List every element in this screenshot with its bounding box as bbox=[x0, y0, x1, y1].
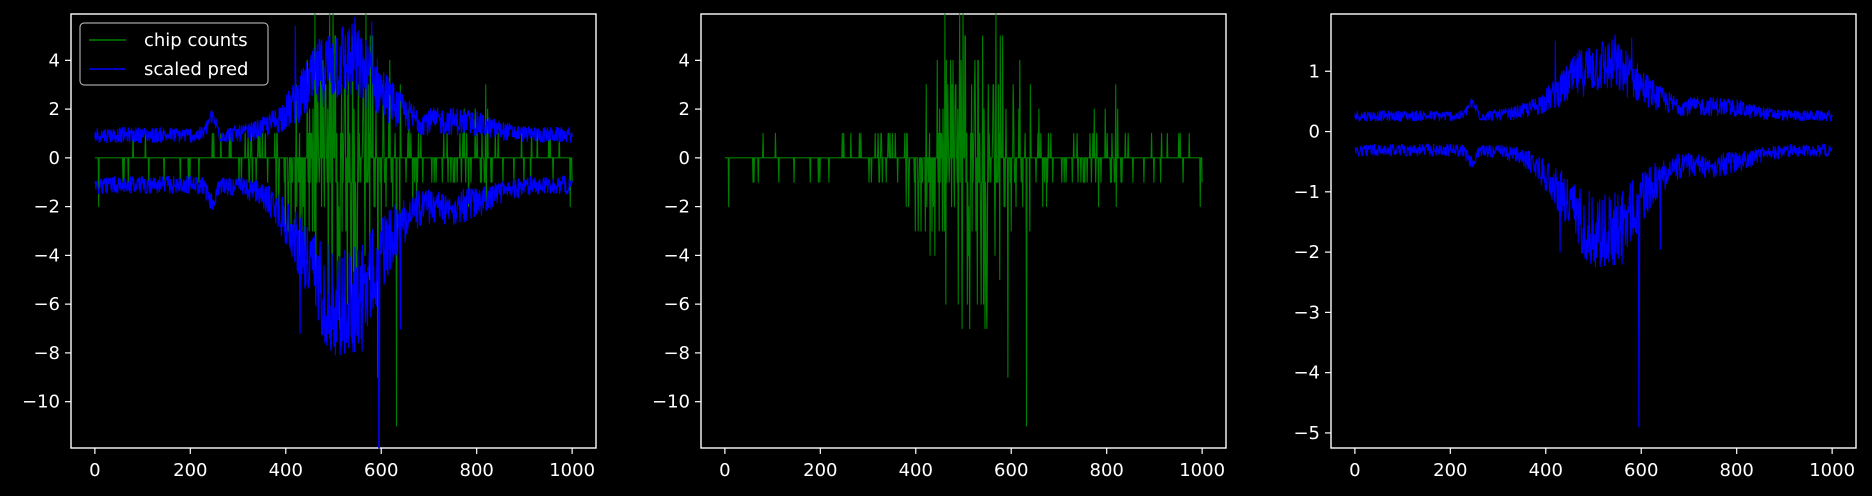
subplot-1: 0 200 400 600 800 1000 −10 −8 −6 −4 −2 0 2 4 chip cou… bbox=[22, 13, 597, 481]
y-tick-label: −8 bbox=[33, 343, 60, 364]
y-tick-label: 0 bbox=[1309, 122, 1320, 143]
series-scaled-pred-lower bbox=[1354, 143, 1833, 428]
y-tick-label: −4 bbox=[663, 245, 690, 266]
x-tick-label: 400 bbox=[269, 460, 303, 481]
x-tick-label: 400 bbox=[1529, 460, 1563, 481]
legend-box bbox=[79, 22, 269, 86]
y-tick-label: −5 bbox=[1293, 423, 1320, 444]
series-scaled-pred-upper bbox=[1354, 34, 1833, 122]
x-tick-label: 800 bbox=[1090, 460, 1124, 481]
axes-frame-3 bbox=[1330, 13, 1857, 449]
x-tick-label: 0 bbox=[719, 460, 730, 481]
y-tick-label: −2 bbox=[663, 197, 690, 218]
x-tick-label: 600 bbox=[1624, 460, 1658, 481]
x-tick-label: 600 bbox=[994, 460, 1028, 481]
axes-ticks-1: 0 200 400 600 800 1000 −10 −8 −6 −4 −2 0 2 4 bbox=[22, 50, 595, 481]
y-tick-label: −1 bbox=[1293, 182, 1320, 203]
y-tick-label: 4 bbox=[679, 50, 690, 71]
subplot-3: 0 200 400 600 800 1000 −5 −4 −3 −2 −1 0 1 bbox=[1293, 13, 1857, 481]
x-tick-label: 1000 bbox=[549, 460, 595, 481]
subplot-2: 0 200 400 600 800 1000 −10 −8 −6 −4 −2 0 2 4 bbox=[652, 13, 1227, 481]
x-tick-label: 600 bbox=[364, 460, 398, 481]
y-tick-label: −2 bbox=[33, 197, 60, 218]
y-tick-label: 0 bbox=[679, 148, 690, 169]
y-tick-label: −8 bbox=[663, 343, 690, 364]
x-tick-label: 0 bbox=[89, 460, 100, 481]
y-tick-label: 1 bbox=[1309, 61, 1320, 82]
x-tick-label: 200 bbox=[173, 460, 207, 481]
series-chip-counts bbox=[94, 13, 573, 427]
y-tick-label: 4 bbox=[49, 50, 60, 71]
series-layer-3 bbox=[1354, 34, 1833, 428]
y-tick-label: −10 bbox=[652, 392, 690, 413]
y-tick-label: −2 bbox=[1293, 242, 1320, 263]
x-tick-label: 400 bbox=[899, 460, 933, 481]
x-tick-label: 200 bbox=[803, 460, 837, 481]
x-tick-label: 1000 bbox=[1809, 460, 1855, 481]
y-tick-label: −10 bbox=[22, 392, 60, 413]
x-tick-label: 200 bbox=[1433, 460, 1467, 481]
x-tick-label: 800 bbox=[460, 460, 494, 481]
x-tick-label: 1000 bbox=[1179, 460, 1225, 481]
y-tick-label: −6 bbox=[33, 294, 60, 315]
y-tick-label: 2 bbox=[679, 99, 690, 120]
x-tick-label: 0 bbox=[1349, 460, 1360, 481]
series-layer-1 bbox=[94, 13, 573, 449]
legend-label-scaled-pred: scaled pred bbox=[144, 59, 248, 80]
legend: chip counts scaled pred bbox=[79, 22, 269, 86]
y-tick-label: 0 bbox=[49, 148, 60, 169]
legend-label-chip-counts: chip counts bbox=[144, 30, 248, 51]
y-tick-label: −4 bbox=[1293, 363, 1320, 384]
y-tick-label: −6 bbox=[663, 294, 690, 315]
series-scaled-pred-upper bbox=[94, 16, 573, 144]
axes-ticks-2: 0 200 400 600 800 1000 −10 −8 −6 −4 −2 0 2 4 bbox=[652, 50, 1225, 481]
x-tick-label: 800 bbox=[1720, 460, 1754, 481]
axes-ticks-3: 0 200 400 600 800 1000 −5 −4 −3 −2 −1 0 1 bbox=[1293, 61, 1855, 481]
y-tick-label: 2 bbox=[49, 99, 60, 120]
y-tick-label: −3 bbox=[1293, 302, 1320, 323]
series-chip-counts bbox=[724, 13, 1203, 427]
y-tick-label: −4 bbox=[33, 245, 60, 266]
series-scaled-pred-lower bbox=[94, 175, 573, 449]
series-layer-2 bbox=[724, 13, 1203, 427]
